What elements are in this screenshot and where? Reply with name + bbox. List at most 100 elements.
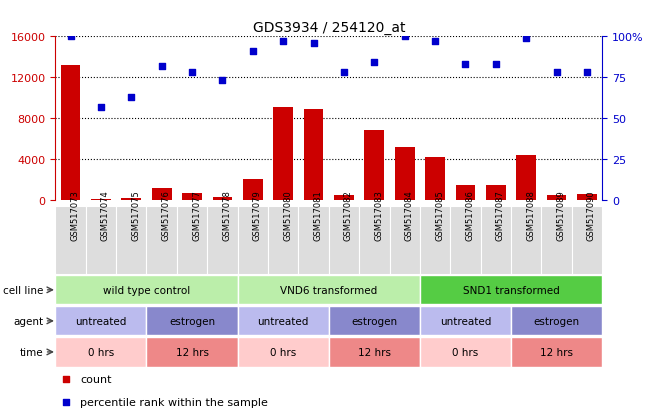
Point xyxy=(61,398,72,405)
FancyBboxPatch shape xyxy=(511,337,602,367)
Point xyxy=(582,70,592,76)
FancyBboxPatch shape xyxy=(146,306,238,336)
FancyBboxPatch shape xyxy=(146,206,177,275)
Text: 12 hrs: 12 hrs xyxy=(540,347,573,357)
Text: untreated: untreated xyxy=(76,316,126,326)
Text: 0 hrs: 0 hrs xyxy=(452,347,478,357)
FancyBboxPatch shape xyxy=(238,337,329,367)
Text: GSM517077: GSM517077 xyxy=(192,190,201,240)
Bar xyxy=(547,195,566,200)
Point xyxy=(247,49,258,55)
FancyBboxPatch shape xyxy=(238,206,268,275)
FancyBboxPatch shape xyxy=(298,206,329,275)
Point xyxy=(217,78,228,85)
Bar xyxy=(516,155,536,200)
FancyBboxPatch shape xyxy=(480,206,511,275)
Text: count: count xyxy=(80,374,111,384)
Point xyxy=(96,104,106,111)
Text: VND6 transformed: VND6 transformed xyxy=(280,285,378,295)
Bar xyxy=(456,186,475,200)
FancyBboxPatch shape xyxy=(55,337,146,367)
Point xyxy=(65,34,76,40)
Text: estrogen: estrogen xyxy=(534,316,579,326)
FancyBboxPatch shape xyxy=(450,206,480,275)
Bar xyxy=(182,194,202,200)
Text: GSM517086: GSM517086 xyxy=(465,190,475,240)
Text: estrogen: estrogen xyxy=(169,316,215,326)
Point xyxy=(369,60,380,66)
FancyBboxPatch shape xyxy=(420,275,602,305)
FancyBboxPatch shape xyxy=(55,206,86,275)
Text: estrogen: estrogen xyxy=(352,316,397,326)
Point xyxy=(400,34,410,40)
Text: GSM517087: GSM517087 xyxy=(496,190,505,240)
Text: GSM517089: GSM517089 xyxy=(557,190,566,240)
Text: GSM517074: GSM517074 xyxy=(101,190,110,240)
Text: GSM517076: GSM517076 xyxy=(161,190,171,240)
Text: GSM517080: GSM517080 xyxy=(283,190,292,240)
FancyBboxPatch shape xyxy=(420,206,450,275)
Bar xyxy=(61,66,81,200)
Text: GSM517088: GSM517088 xyxy=(526,190,535,240)
Text: GSM517075: GSM517075 xyxy=(132,190,140,240)
Bar xyxy=(243,180,262,200)
Text: wild type control: wild type control xyxy=(103,285,190,295)
Bar xyxy=(212,197,232,200)
FancyBboxPatch shape xyxy=(359,206,389,275)
Text: 0 hrs: 0 hrs xyxy=(270,347,296,357)
FancyBboxPatch shape xyxy=(329,206,359,275)
Bar xyxy=(121,199,141,200)
FancyBboxPatch shape xyxy=(329,337,420,367)
FancyBboxPatch shape xyxy=(116,206,146,275)
Title: GDS3934 / 254120_at: GDS3934 / 254120_at xyxy=(253,21,405,35)
Text: GSM517083: GSM517083 xyxy=(374,190,383,240)
FancyBboxPatch shape xyxy=(146,337,238,367)
FancyBboxPatch shape xyxy=(511,306,602,336)
Bar xyxy=(152,188,171,200)
Point xyxy=(309,40,319,47)
Text: GSM517073: GSM517073 xyxy=(70,190,79,240)
Text: GSM517081: GSM517081 xyxy=(314,190,322,240)
FancyBboxPatch shape xyxy=(420,337,511,367)
FancyBboxPatch shape xyxy=(207,206,238,275)
Point xyxy=(491,62,501,68)
Text: 12 hrs: 12 hrs xyxy=(358,347,391,357)
FancyBboxPatch shape xyxy=(55,306,146,336)
Text: untreated: untreated xyxy=(440,316,491,326)
Text: GSM517084: GSM517084 xyxy=(405,190,413,240)
FancyBboxPatch shape xyxy=(572,206,602,275)
FancyBboxPatch shape xyxy=(86,206,116,275)
Bar xyxy=(334,195,354,200)
Text: GSM517082: GSM517082 xyxy=(344,190,353,240)
Text: cell line: cell line xyxy=(3,285,44,295)
Text: SND1 transformed: SND1 transformed xyxy=(463,285,559,295)
Point xyxy=(278,39,288,45)
FancyBboxPatch shape xyxy=(55,275,238,305)
Text: percentile rank within the sample: percentile rank within the sample xyxy=(80,396,268,407)
Point xyxy=(61,376,72,382)
Point xyxy=(460,62,471,68)
FancyBboxPatch shape xyxy=(177,206,207,275)
FancyBboxPatch shape xyxy=(542,206,572,275)
Text: time: time xyxy=(20,347,44,357)
Bar xyxy=(91,199,111,200)
Text: 12 hrs: 12 hrs xyxy=(176,347,208,357)
Point xyxy=(187,70,197,76)
Bar xyxy=(365,131,384,200)
Bar xyxy=(303,109,324,200)
Text: GSM517085: GSM517085 xyxy=(435,190,444,240)
FancyBboxPatch shape xyxy=(511,206,542,275)
FancyBboxPatch shape xyxy=(238,306,329,336)
Point xyxy=(339,70,349,76)
Bar xyxy=(395,147,415,200)
Point xyxy=(126,94,137,101)
Point xyxy=(551,70,562,76)
FancyBboxPatch shape xyxy=(389,206,420,275)
Text: GSM517078: GSM517078 xyxy=(223,190,231,240)
Point xyxy=(521,36,531,42)
Text: GSM517079: GSM517079 xyxy=(253,190,262,240)
FancyBboxPatch shape xyxy=(268,206,298,275)
Point xyxy=(156,63,167,70)
Bar xyxy=(273,107,293,200)
Bar xyxy=(486,186,506,200)
